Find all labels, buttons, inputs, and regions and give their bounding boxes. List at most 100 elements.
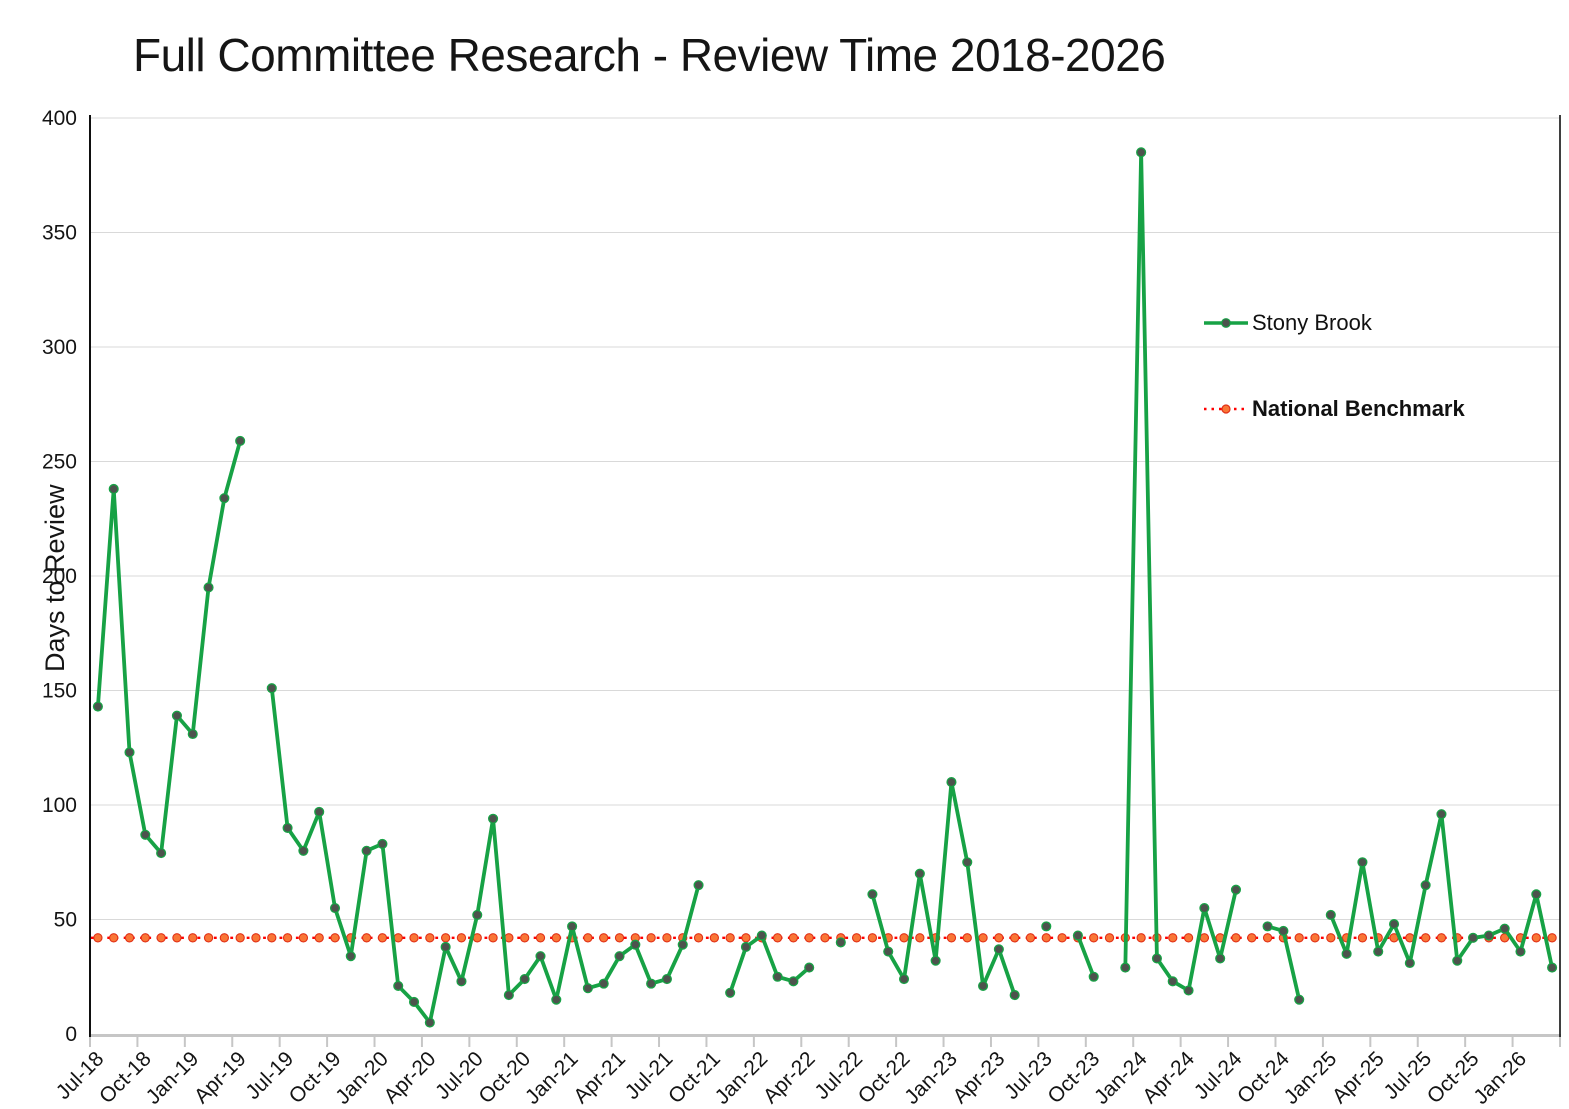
data-point (646, 978, 657, 989)
data-point (978, 980, 989, 991)
stony-brook-line-swatch-icon (1204, 318, 1248, 328)
data-point (140, 829, 151, 840)
svg-text:Jan-21: Jan-21 (521, 1047, 583, 1109)
data-point (503, 990, 514, 1001)
benchmark-point (725, 933, 735, 943)
data-point (804, 962, 815, 973)
data-point (314, 806, 325, 817)
data-point (661, 973, 672, 985)
data-point (1136, 147, 1147, 158)
data-point (946, 777, 957, 788)
benchmark-point (361, 933, 372, 943)
benchmark-point (1104, 933, 1115, 943)
data-point (92, 701, 103, 712)
data-point (535, 951, 546, 962)
svg-text:Apr-20: Apr-20 (380, 1047, 441, 1108)
series-markers-stony-brook (92, 147, 1558, 1028)
data-point (1373, 946, 1384, 957)
data-point (1151, 953, 1162, 964)
data-point (1230, 884, 1242, 895)
benchmark-point (1294, 933, 1304, 943)
data-point (329, 902, 341, 914)
data-point (377, 838, 388, 849)
benchmark-point (1231, 933, 1241, 943)
benchmark-point (535, 933, 546, 943)
data-point (693, 880, 704, 891)
data-point (488, 813, 499, 824)
benchmark-point (1010, 933, 1020, 943)
legend-item-stony-brook: Stony Brook (1203, 308, 1372, 338)
benchmark-point (172, 933, 182, 943)
data-point (883, 946, 894, 957)
data-point (235, 435, 246, 446)
data-point (772, 971, 783, 982)
svg-text:0: 0 (65, 1023, 77, 1046)
benchmark-point (1357, 933, 1368, 943)
gridlines (90, 117, 1560, 920)
benchmark-point (772, 933, 783, 943)
data-point (345, 951, 356, 962)
data-point (1009, 990, 1020, 1001)
benchmark-point (1057, 933, 1067, 943)
data-point (867, 889, 878, 900)
svg-text:Apr-22: Apr-22 (759, 1047, 820, 1108)
data-point (1294, 994, 1305, 1005)
data-point (519, 973, 530, 985)
data-point (1404, 957, 1415, 969)
data-point (1041, 921, 1052, 932)
svg-text:300: 300 (42, 336, 77, 359)
data-point (725, 987, 736, 998)
svg-text:Jan-19: Jan-19 (142, 1047, 204, 1109)
benchmark-point (1168, 933, 1178, 943)
data-point (993, 944, 1004, 955)
benchmark-point (156, 933, 166, 943)
benchmark-point (267, 933, 277, 943)
data-point (677, 939, 688, 950)
data-point (1468, 932, 1479, 943)
svg-text:250: 250 (42, 451, 77, 474)
svg-text:Jan-20: Jan-20 (331, 1047, 393, 1109)
benchmark-line-swatch-icon (1204, 404, 1248, 414)
svg-text:Jan-22: Jan-22 (711, 1047, 773, 1109)
data-point (108, 483, 119, 495)
benchmark-point (1262, 933, 1273, 943)
benchmark-point (314, 933, 324, 943)
data-point (756, 930, 767, 941)
svg-text:Apr-19: Apr-19 (190, 1047, 251, 1108)
benchmark-point (1436, 933, 1447, 943)
benchmark-point (1420, 933, 1431, 943)
benchmark-point (1326, 933, 1336, 943)
data-point (740, 941, 752, 953)
data-point (1483, 930, 1494, 941)
benchmark-point (1089, 933, 1099, 943)
data-point (788, 976, 799, 987)
data-point (1199, 902, 1210, 914)
svg-text:Jan-23: Jan-23 (900, 1047, 962, 1109)
benchmark-point (440, 933, 451, 943)
data-point (298, 845, 309, 856)
benchmark-point (1531, 933, 1541, 943)
data-point (124, 747, 135, 758)
benchmark-point (962, 933, 972, 943)
data-point (582, 983, 593, 994)
data-point (962, 857, 973, 868)
benchmark-point (1136, 933, 1146, 943)
data-point (282, 822, 293, 833)
data-point (156, 848, 167, 859)
svg-text:Jan-24: Jan-24 (1090, 1047, 1152, 1109)
data-point (614, 951, 625, 962)
svg-text:Apr-21: Apr-21 (569, 1047, 630, 1108)
benchmark-point (504, 933, 514, 943)
y-axis-labels: 0 50 100 150 200 250 300 350 400 (42, 107, 77, 1046)
benchmark-point (583, 933, 593, 943)
data-point (1531, 889, 1542, 900)
benchmark-point (1310, 933, 1320, 943)
benchmark-point (741, 933, 751, 943)
benchmark-point (298, 933, 309, 943)
benchmark-point (551, 933, 561, 943)
series-line-stony-brook (96, 150, 1554, 1025)
benchmark-point (1247, 933, 1257, 943)
legend-label-stony-brook: Stony Brook (1252, 310, 1372, 335)
benchmark-point (646, 933, 656, 943)
